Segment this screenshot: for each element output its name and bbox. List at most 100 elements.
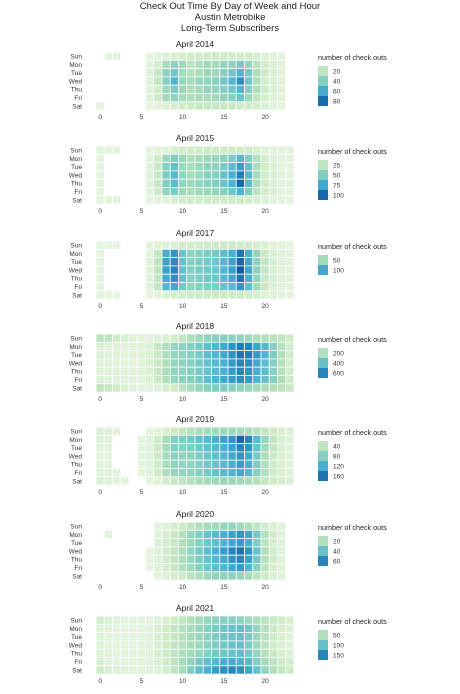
heatmap-cell [219, 170, 229, 180]
heatmap-cell [178, 257, 188, 267]
heatmap-cell [169, 187, 179, 197]
heatmap-cell [219, 248, 229, 259]
heatmap-cell [235, 443, 245, 453]
heatmap-cell [145, 546, 155, 556]
heatmap-cell [285, 290, 295, 300]
heatmap-cell [260, 248, 270, 259]
heatmap-cell [153, 257, 163, 267]
heatmap-cell [252, 341, 262, 351]
heatmap-cell [145, 162, 155, 172]
heatmap-cell [211, 68, 221, 78]
heatmap-cell [112, 468, 122, 478]
heatmap-cell [112, 657, 122, 667]
heatmap-cell [268, 68, 278, 78]
heatmap-cell [235, 273, 245, 283]
heatmap-cell [120, 375, 130, 385]
heatmap-cell [285, 257, 295, 267]
heatmap-cell [169, 101, 179, 111]
heatmap-cell [202, 265, 212, 275]
heatmap-cell [161, 571, 171, 581]
heatmap-cell [252, 68, 262, 78]
heatmap-cell [227, 76, 237, 86]
heatmap-cell [219, 350, 229, 360]
legend-title: number of check outs [318, 335, 387, 344]
heatmap-cell [169, 195, 179, 205]
heatmap-cell [260, 333, 270, 343]
day-label: Sat [72, 292, 82, 299]
heatmap-cell [227, 178, 237, 188]
heatmap-cell [260, 648, 270, 658]
heatmap-cell [153, 350, 163, 360]
heatmap-cell [277, 162, 287, 172]
heatmap-cell [95, 468, 105, 478]
heatmap-cell [252, 76, 262, 86]
heatmap-cell [178, 468, 188, 478]
heatmap-cell [194, 145, 204, 155]
heatmap-cell [178, 571, 188, 581]
heatmap-cell [153, 76, 163, 86]
heatmap-cell [169, 648, 179, 658]
heatmap-cell [153, 538, 163, 548]
heatmap-cell [145, 178, 155, 188]
day-label: Mon [69, 251, 82, 258]
heatmap-cell [252, 632, 262, 642]
legend-key [318, 650, 328, 660]
heatmap-cell [194, 170, 204, 180]
heatmap-cell [186, 187, 196, 197]
figure-title-line-1: Check Out Time By Day of Week and Hour [139, 1, 321, 12]
heatmap-cell [112, 195, 122, 205]
x-tick-label: 5 [140, 303, 144, 310]
heatmap-cell [128, 366, 138, 376]
heatmap-cell [227, 443, 237, 453]
heatmap-cell [103, 451, 113, 461]
heatmap-cell [244, 554, 254, 564]
heatmap-cell [268, 521, 278, 531]
heatmap-cell [260, 451, 270, 461]
heatmap-cell [145, 282, 155, 292]
day-label: Thu [71, 276, 83, 283]
heatmap-cell [95, 265, 105, 275]
heatmap-cell [244, 546, 254, 556]
legend-title: number of check outs [318, 428, 387, 437]
heatmap-cell [136, 350, 146, 360]
heatmap-cell [186, 358, 196, 368]
heatmap-cell [219, 240, 229, 250]
heatmap-cell [120, 657, 130, 667]
heatmap-cell [260, 257, 270, 267]
heatmap-cell [161, 59, 171, 69]
heatmap-cell [103, 195, 113, 205]
heatmap-cell [277, 468, 287, 478]
legend-key [318, 190, 328, 200]
legend-key [318, 368, 328, 378]
heatmap-cell [145, 632, 155, 642]
heatmap-cell [136, 358, 146, 368]
day-label: Mon [69, 532, 82, 539]
heatmap-cell [153, 68, 163, 78]
heatmap-cell [202, 333, 212, 343]
heatmap-cell [219, 451, 229, 461]
legend-key [318, 86, 328, 96]
heatmap-cell [252, 240, 262, 250]
x-tick-label: 20 [262, 489, 270, 496]
heatmap-cell [161, 375, 171, 385]
heatmap-cell [161, 640, 171, 650]
heatmap-cell [285, 145, 295, 155]
heatmap-cell [202, 145, 212, 155]
heatmap-cell [153, 84, 163, 94]
heatmap-cell [268, 162, 278, 172]
heatmap-cell [285, 623, 295, 633]
heatmap-cell [153, 358, 163, 368]
day-label: Sun [70, 53, 82, 60]
heatmap-cell [227, 341, 237, 351]
heatmap-cell [260, 170, 270, 180]
heatmap-cell [260, 665, 270, 675]
heatmap-cell [219, 571, 229, 581]
heatmap-cell [145, 341, 155, 351]
heatmap-cell [219, 623, 229, 633]
heatmap-cell [227, 68, 237, 78]
heatmap-cell [178, 333, 188, 343]
heatmap-cell [120, 383, 130, 393]
heatmap-cell [260, 51, 270, 61]
heatmap-cell [227, 623, 237, 633]
